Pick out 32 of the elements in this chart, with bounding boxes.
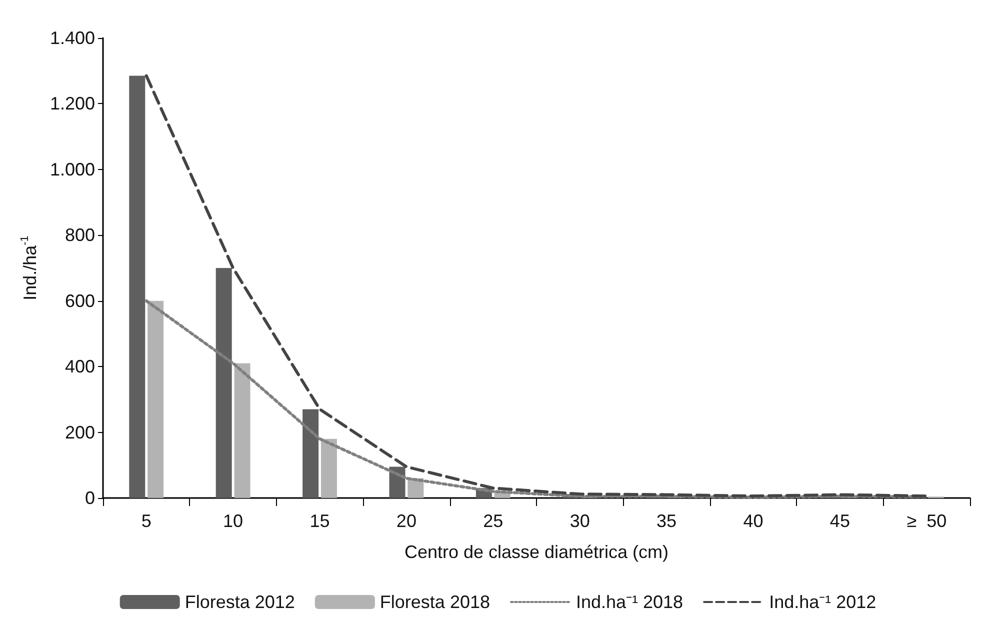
x-tick-label: 35 (656, 511, 677, 531)
x-tick-label: 20 (396, 511, 416, 531)
bar (320, 438, 337, 498)
bar (129, 76, 146, 498)
x-tick-label: 25 (483, 511, 504, 531)
y-axis-title: Ind./ha-1 (19, 236, 40, 300)
bar (148, 300, 164, 498)
y-tick-label: 400 (64, 356, 95, 377)
legend-label: Ind.ha⁻¹ 2012 (769, 592, 876, 612)
bar (302, 409, 319, 498)
y-tick-label: 800 (64, 225, 95, 246)
x-axis-title: Centro de classe diamétrica (cm) (404, 542, 669, 562)
x-tick-label: 30 (570, 511, 590, 531)
legend-label: Floresta 2018 (380, 592, 490, 612)
x-tick-label: 45 (830, 511, 850, 531)
legend-label: Floresta 2012 (184, 592, 295, 612)
y-tick-label: 0 (84, 488, 95, 508)
bar (216, 268, 232, 498)
x-tick-label: 10 (223, 511, 244, 531)
bar (234, 363, 250, 498)
x-tick-label: ≥ 50 (906, 511, 947, 531)
x-tick-label: 40 (743, 511, 764, 531)
y-tick-label: 600 (64, 290, 95, 311)
y-tick-label: 1.200 (50, 94, 95, 114)
legend-label: Ind.ha⁻¹ 2018 (576, 592, 684, 612)
y-tick-label: 200 (64, 422, 95, 442)
x-tick-label: 15 (310, 511, 330, 531)
x-tick-label: 5 (141, 511, 152, 531)
line-series (144, 299, 928, 499)
y-tick-label: 1.000 (50, 159, 95, 180)
line-series (144, 74, 928, 498)
y-tick-label: 1.400 (50, 28, 95, 48)
